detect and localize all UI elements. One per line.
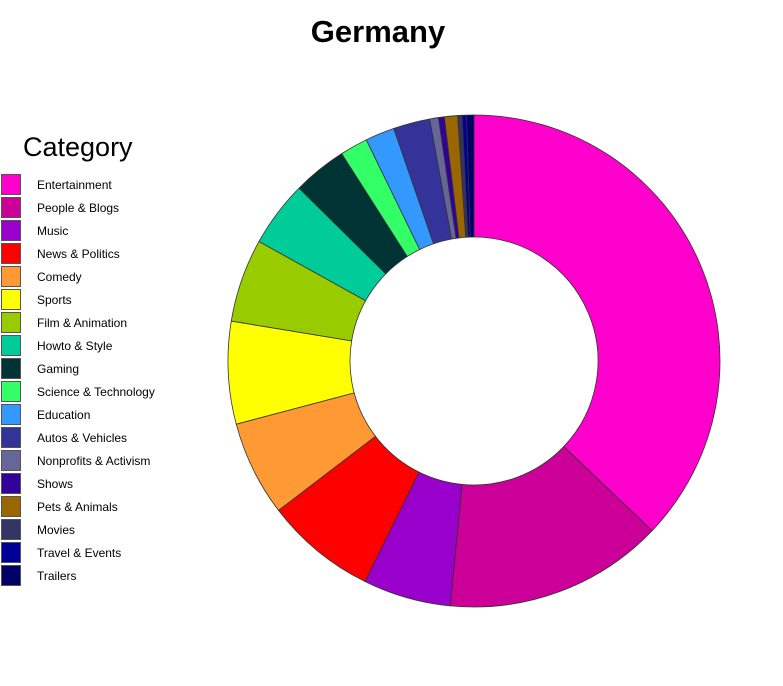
legend-swatch — [1, 496, 21, 517]
legend-label: People & Blogs — [37, 201, 120, 215]
legend-item: Shows — [0, 473, 200, 496]
legend-item: Science & Technology — [0, 381, 200, 404]
legend-label: Autos & Vehicles — [37, 431, 128, 445]
legend-label: Sports — [37, 293, 72, 307]
legend-swatch — [1, 243, 21, 264]
legend-label: Science & Technology — [37, 385, 155, 399]
legend-item: Music — [0, 220, 200, 243]
legend-item: Movies — [0, 519, 200, 542]
legend-swatch — [1, 312, 21, 333]
legend-item: Howto & Style — [0, 335, 200, 358]
legend-item: Comedy — [0, 266, 200, 289]
legend-label: Shows — [37, 477, 74, 491]
legend-item: Education — [0, 404, 200, 427]
legend-item: Autos & Vehicles — [0, 427, 200, 450]
legend-swatch — [1, 289, 21, 310]
legend-swatch — [1, 404, 21, 425]
legend-item: Entertainment — [0, 174, 200, 197]
legend-swatch — [1, 519, 21, 540]
donut-slice — [449, 445, 653, 608]
legend-item: Trailers — [0, 565, 200, 588]
legend-swatch — [1, 450, 21, 471]
legend-label: Gaming — [37, 362, 80, 376]
legend-item: Film & Animation — [0, 312, 200, 335]
legend-label: Pets & Animals — [37, 500, 118, 514]
legend-swatch — [1, 174, 21, 195]
legend-label: Comedy — [37, 270, 82, 284]
legend-label: Howto & Style — [37, 339, 113, 353]
legend-swatch — [1, 358, 21, 379]
legend-item: Nonprofits & Activism — [0, 450, 200, 473]
legend-swatch — [1, 266, 21, 287]
legend-swatch — [1, 381, 21, 402]
legend-swatch — [1, 427, 21, 448]
legend-swatch — [1, 565, 21, 586]
legend-title: Category — [23, 132, 133, 162]
legend-item: Gaming — [0, 358, 200, 381]
legend-label: Trailers — [37, 569, 77, 583]
legend-label: Education — [37, 408, 91, 422]
donut-slice — [473, 114, 721, 532]
legend-item: News & Politics — [0, 243, 200, 266]
legend-swatch — [1, 197, 21, 218]
legend-label: Travel & Events — [37, 546, 122, 560]
legend-swatch — [1, 473, 21, 494]
legend-item: People & Blogs — [0, 197, 200, 220]
legend-swatch — [1, 220, 21, 241]
legend-swatch — [1, 542, 21, 563]
legend-label: Music — [37, 224, 69, 238]
legend-label: Film & Animation — [37, 316, 128, 330]
legend-item: Sports — [0, 289, 200, 312]
legend-label: News & Politics — [37, 247, 120, 261]
legend-label: Movies — [37, 523, 76, 537]
legend-item: Pets & Animals — [0, 496, 200, 519]
legend-swatch — [1, 335, 21, 356]
legend-label: Entertainment — [37, 178, 112, 192]
legend-label: Nonprofits & Activism — [37, 454, 151, 468]
chart-title: Germany — [310, 14, 446, 49]
donut-slice — [466, 114, 475, 238]
legend-item: Travel & Events — [0, 542, 200, 565]
